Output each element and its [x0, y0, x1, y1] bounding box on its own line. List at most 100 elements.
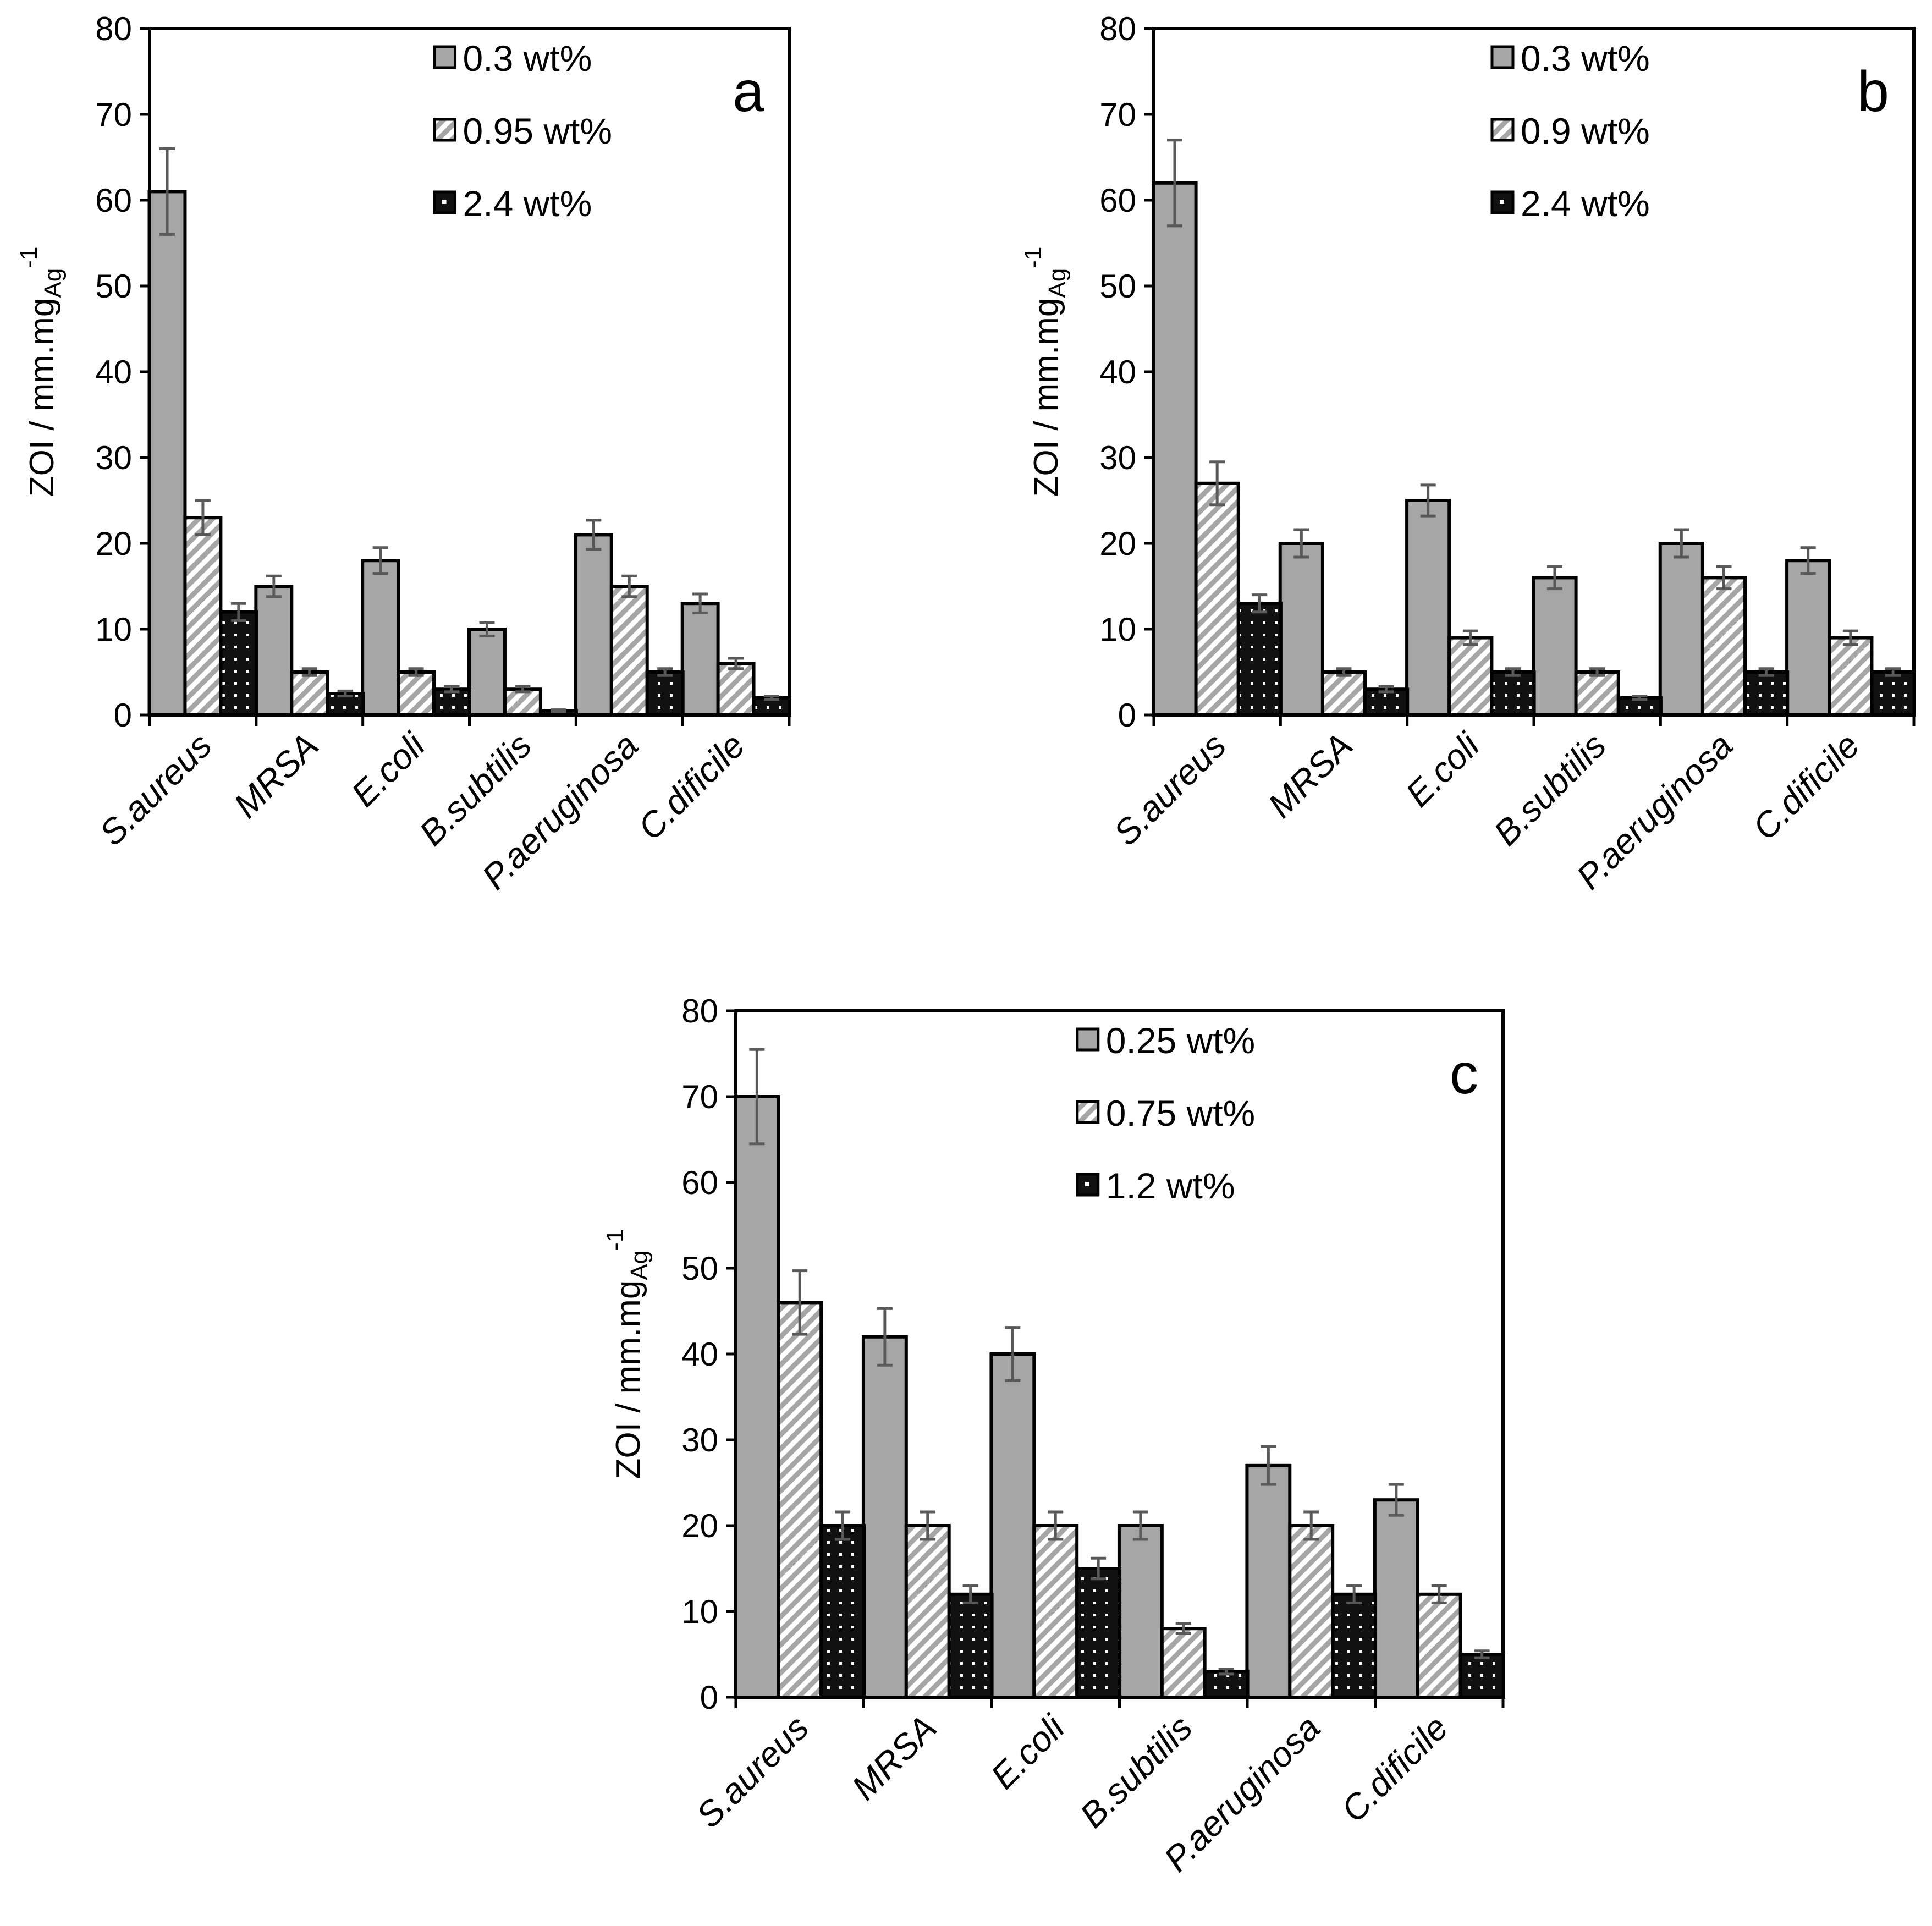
- legend-swatch: [1490, 118, 1515, 142]
- y-tick-label: 20: [1099, 525, 1136, 562]
- legend-swatch: [433, 118, 457, 142]
- y-axis-label: ZOI / mm.mgAg-1: [602, 1229, 653, 1479]
- panel-label: b: [1857, 60, 1889, 124]
- y-tick-label: 20: [95, 525, 132, 562]
- y-tick-label: 60: [1099, 182, 1136, 219]
- y-axis-label: ZOI / mm.mgAg-1: [15, 247, 67, 497]
- x-category-label: MRSA: [844, 1708, 944, 1808]
- legend-swatch: [1076, 1027, 1100, 1052]
- legend-swatch: [1076, 1100, 1100, 1124]
- y-axis-label-sub: Ag: [40, 268, 67, 298]
- y-axis-label-sub: Ag: [1044, 268, 1071, 298]
- bar: [147, 190, 187, 717]
- bar: [1032, 1524, 1079, 1699]
- bar: [183, 516, 223, 717]
- legend-swatch: [1490, 190, 1515, 214]
- bar: [861, 1335, 908, 1699]
- legend-label: 0.95 wt%: [463, 111, 612, 151]
- bar: [1373, 1498, 1419, 1699]
- y-tick-label: 20: [681, 1507, 718, 1544]
- x-category-label: E.coli: [983, 1707, 1073, 1797]
- bar: [1288, 1524, 1335, 1699]
- bar: [947, 1592, 994, 1699]
- bar: [645, 670, 685, 717]
- legend-label: 0.9 wt%: [1521, 111, 1650, 151]
- bar: [1447, 636, 1494, 717]
- legend-swatch: [433, 45, 457, 69]
- y-axis-label-main: ZOI / mm.mg: [609, 1280, 647, 1479]
- bar: [1075, 1567, 1122, 1699]
- legend-swatch-dot: [442, 200, 447, 204]
- x-category-label: C.dificile: [630, 725, 752, 848]
- y-tick-label: 10: [95, 611, 132, 648]
- y-tick-label: 40: [95, 354, 132, 390]
- bar: [254, 585, 294, 717]
- bar: [819, 1524, 866, 1699]
- legend-label: 0.75 wt%: [1106, 1093, 1255, 1133]
- bar: [1416, 1592, 1462, 1699]
- legend-label: 1.2 wt%: [1106, 1165, 1235, 1206]
- legend-swatch: [1490, 45, 1515, 69]
- bar: [1245, 1463, 1292, 1699]
- y-axis-label-sup: -1: [602, 1229, 629, 1251]
- bar: [1700, 576, 1747, 717]
- y-axis-label-sup: -1: [15, 247, 42, 268]
- y-tick-label: 60: [95, 182, 132, 219]
- bar: [1870, 670, 1916, 717]
- bar: [680, 602, 720, 717]
- y-axis-label-sub: Ag: [626, 1251, 653, 1280]
- bar: [734, 1095, 780, 1699]
- x-category-label: E.coli: [344, 725, 433, 815]
- panel-label: a: [733, 60, 764, 124]
- y-tick-label: 10: [681, 1593, 718, 1630]
- x-category-label: S.aureus: [92, 725, 219, 853]
- y-tick-label: 80: [681, 993, 718, 1030]
- x-category-label: MRSA: [226, 725, 326, 826]
- x-category-label: B.subtilis: [1486, 725, 1614, 853]
- y-tick-label: 0: [114, 697, 132, 734]
- y-tick-label: 30: [681, 1422, 718, 1459]
- bar: [1160, 1627, 1207, 1699]
- bar: [1236, 602, 1283, 717]
- y-axis-label-main: ZOI / mm.mg: [23, 298, 61, 497]
- y-tick-label: 50: [1099, 268, 1136, 305]
- bar: [777, 1301, 823, 1699]
- x-category-label: S.aureus: [689, 1708, 816, 1835]
- y-tick-label: 30: [1099, 439, 1136, 476]
- bar: [1331, 1592, 1378, 1699]
- legend-swatch-dot: [1085, 1182, 1089, 1186]
- bar: [1785, 559, 1831, 717]
- legend-label: 0.3 wt%: [1521, 38, 1650, 79]
- legend-label: 2.4 wt%: [1521, 183, 1650, 224]
- bar: [219, 610, 258, 717]
- bar: [1574, 670, 1620, 717]
- bar: [361, 559, 400, 717]
- legend-label: 0.3 wt%: [463, 38, 592, 79]
- bar: [1658, 542, 1704, 717]
- chart-panel-c: 0 10 20 30 40 50 60 70 80 S.aureus MRSA E.coli B.sub…: [602, 993, 1505, 1879]
- bar: [503, 687, 542, 717]
- bar: [1743, 670, 1790, 717]
- bar: [1203, 1670, 1250, 1699]
- x-category-label: E.coli: [1398, 725, 1488, 815]
- y-tick-label: 50: [95, 268, 132, 305]
- legend-swatch-dot: [1499, 200, 1504, 204]
- bar: [1405, 499, 1451, 717]
- x-category-label: C.dificile: [1334, 1708, 1456, 1830]
- y-tick-label: 40: [1099, 354, 1136, 390]
- bar: [574, 533, 613, 717]
- y-tick-label: 80: [95, 10, 132, 47]
- bar: [1152, 181, 1198, 717]
- y-tick-label: 70: [681, 1078, 718, 1115]
- x-category-label: S.aureus: [1106, 725, 1234, 853]
- bar: [1532, 576, 1578, 717]
- bar: [989, 1352, 1036, 1699]
- bar: [397, 670, 436, 717]
- y-tick-label: 50: [681, 1250, 718, 1287]
- y-tick-label: 30: [95, 439, 132, 476]
- legend-label: 0.25 wt%: [1106, 1020, 1255, 1061]
- bar: [1490, 670, 1536, 717]
- y-tick-label: 70: [1099, 96, 1136, 133]
- bar: [1828, 636, 1874, 717]
- y-axis-label-sup: -1: [1020, 247, 1047, 268]
